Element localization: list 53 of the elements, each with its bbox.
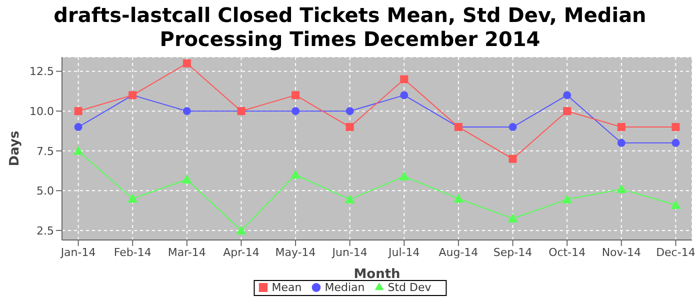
point [562, 194, 572, 204]
point [508, 154, 517, 163]
point [346, 123, 354, 132]
y-tick-label: 7.5 [36, 144, 54, 158]
y-tick-label: 10.0 [30, 105, 54, 118]
y-tick-label: 5.0 [36, 184, 54, 198]
point [346, 107, 354, 116]
y-tick-label: 2.5 [36, 224, 54, 238]
point [563, 107, 572, 116]
x-tick-label: Mar-14 [168, 246, 206, 259]
point [290, 170, 301, 179]
point [182, 174, 192, 184]
point [670, 200, 681, 209]
x-tick-label: Jan-14 [60, 246, 96, 259]
point [292, 107, 300, 116]
point [182, 107, 191, 116]
point [344, 194, 355, 204]
point [508, 123, 517, 132]
point [400, 91, 408, 100]
point [453, 194, 464, 203]
point [672, 123, 680, 132]
x-tick-label: Dec-14 [656, 246, 696, 259]
point [73, 146, 84, 155]
point [182, 59, 191, 68]
y-tick-label: 12.5 [30, 65, 54, 78]
y-axis-title: Days [8, 130, 23, 166]
point [74, 123, 82, 132]
point [74, 107, 82, 116]
point [616, 184, 626, 194]
point [236, 225, 246, 234]
x-tick-label: Feb-14 [114, 246, 152, 259]
point [399, 171, 410, 180]
legend-label: Mean [272, 281, 302, 294]
x-axis-title: Month [354, 267, 400, 282]
point [617, 138, 626, 147]
point [292, 91, 300, 100]
legend-label: Median [324, 281, 365, 294]
x-tick-label: Oct-14 [548, 246, 586, 259]
point [400, 75, 408, 84]
x-tick-label: Aug-14 [438, 246, 478, 259]
chart-title: drafts-lastcall Closed Tickets Mean, Std Dev, Median Processing Times December 2014 [52, 2, 648, 51]
point [508, 214, 518, 223]
x-tick-label: Apr-14 [223, 246, 260, 259]
x-tick-label: Jun-14 [331, 246, 368, 259]
x-tick-label: Nov-14 [602, 246, 641, 259]
x-tick-label: May-14 [275, 246, 316, 259]
x-tick-label: Jul-14 [388, 246, 420, 259]
point [672, 138, 680, 147]
point [617, 123, 626, 132]
x-tick-label: Sep-14 [493, 246, 532, 259]
point [128, 194, 138, 203]
point [563, 91, 572, 100]
legend-label: Std Dev [388, 281, 432, 294]
